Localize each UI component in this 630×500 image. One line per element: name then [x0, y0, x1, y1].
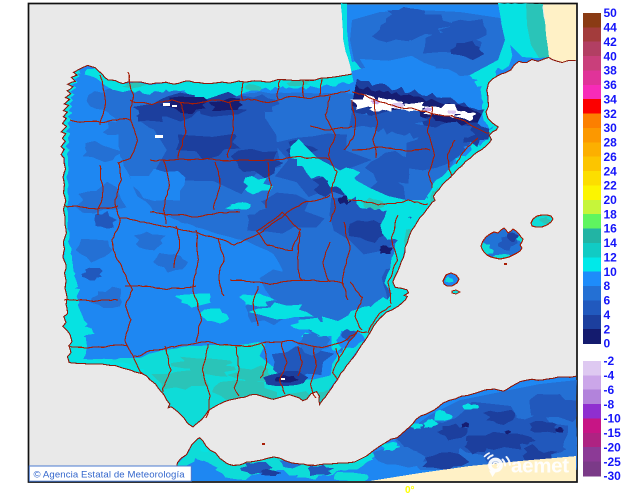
svg-text:26: 26: [604, 150, 618, 164]
svg-text:2: 2: [604, 322, 611, 336]
svg-text:18: 18: [604, 207, 618, 221]
svg-text:-10: -10: [604, 412, 622, 426]
svg-text:24: 24: [604, 164, 618, 178]
svg-text:36: 36: [604, 78, 618, 92]
svg-text:-8: -8: [604, 397, 615, 411]
svg-text:10: 10: [604, 265, 618, 279]
svg-text:12: 12: [604, 251, 618, 265]
svg-text:-2: -2: [604, 354, 615, 368]
svg-text:8: 8: [604, 279, 611, 293]
svg-text:30: 30: [604, 121, 618, 135]
svg-text:-30: -30: [604, 469, 622, 483]
svg-text:14: 14: [604, 236, 618, 250]
svg-text:44: 44: [604, 21, 618, 35]
svg-text:6: 6: [604, 294, 611, 308]
svg-text:© Agencia Estatal de Meteorolo: © Agencia Estatal de Meteorología: [34, 469, 186, 480]
svg-text:-20: -20: [604, 440, 622, 454]
svg-text:50: 50: [604, 6, 618, 20]
svg-text:22: 22: [604, 179, 618, 193]
svg-text:20: 20: [604, 193, 618, 207]
svg-text:-25: -25: [604, 455, 622, 469]
svg-text:32: 32: [604, 107, 618, 121]
svg-text:28: 28: [604, 136, 618, 150]
svg-text:-4: -4: [604, 369, 615, 383]
svg-text:38: 38: [604, 64, 618, 78]
svg-text:4: 4: [604, 308, 611, 322]
svg-text:42: 42: [604, 35, 618, 49]
svg-text:aemet: aemet: [511, 455, 569, 478]
svg-text:-6: -6: [604, 383, 615, 397]
svg-text:0: 0: [604, 337, 611, 351]
svg-text:16: 16: [604, 222, 618, 236]
svg-text:0°: 0°: [405, 485, 415, 496]
svg-text:34: 34: [604, 92, 618, 106]
svg-text:40: 40: [604, 49, 618, 63]
svg-text:-15: -15: [604, 426, 622, 440]
